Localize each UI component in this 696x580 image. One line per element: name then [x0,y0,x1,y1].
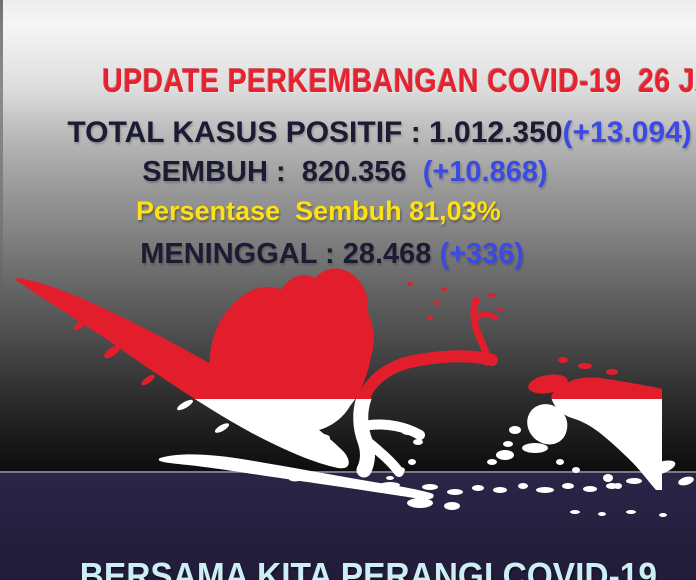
stat-total-positive: TOTAL KASUS POSITIF : 1.012.350(+13.094) [34,82,692,184]
stat-deaths: MENINGGAL : 28.468 (+336) [108,205,524,304]
poster-title: UPDATE PERKEMBANGAN COVID-19 26 JANUARI … [0,24,696,138]
total-positive-delta: (+13.094) [562,116,692,149]
island-halmahera [470,296,490,366]
island-sulawesi-north-arm [356,350,498,408]
footer-slogan: BERSAMA KITA PERANGI COVID-19 [0,513,696,580]
island-papua [551,377,662,490]
island-sulawesi-se-arm [363,437,404,477]
stat-recovered: SEMBUH : 820.356 (+10.868) [110,123,548,222]
island-sulawesi-east-arm [365,419,425,440]
island-kalimantan [209,268,374,434]
footer-band [0,471,696,580]
recovery-rate-text: Persentase Sembuh 81,03% [136,196,501,226]
stat-recovery-rate: Persentase Sembuh 81,03% [106,165,501,258]
total-positive-text: TOTAL KASUS POSITIF : 1.012.350 [67,116,563,149]
recovered-text: SEMBUH : 820.356 [142,156,423,188]
left-edge-shade [0,0,3,300]
deaths-delta: (+336) [439,238,525,270]
papua-birds-head [527,404,568,445]
deaths-text: MENINGGAL : 28.468 [140,238,440,270]
poster-title-text: UPDATE PERKEMBANGAN COVID-19 26 JANUARI … [102,62,696,99]
island-halmahera-arm [475,311,499,321]
footer-slogan-text: BERSAMA KITA PERANGI COVID-19 [79,555,657,580]
recovered-delta: (+10.868) [422,156,548,188]
island-sulawesi-body [353,390,375,478]
